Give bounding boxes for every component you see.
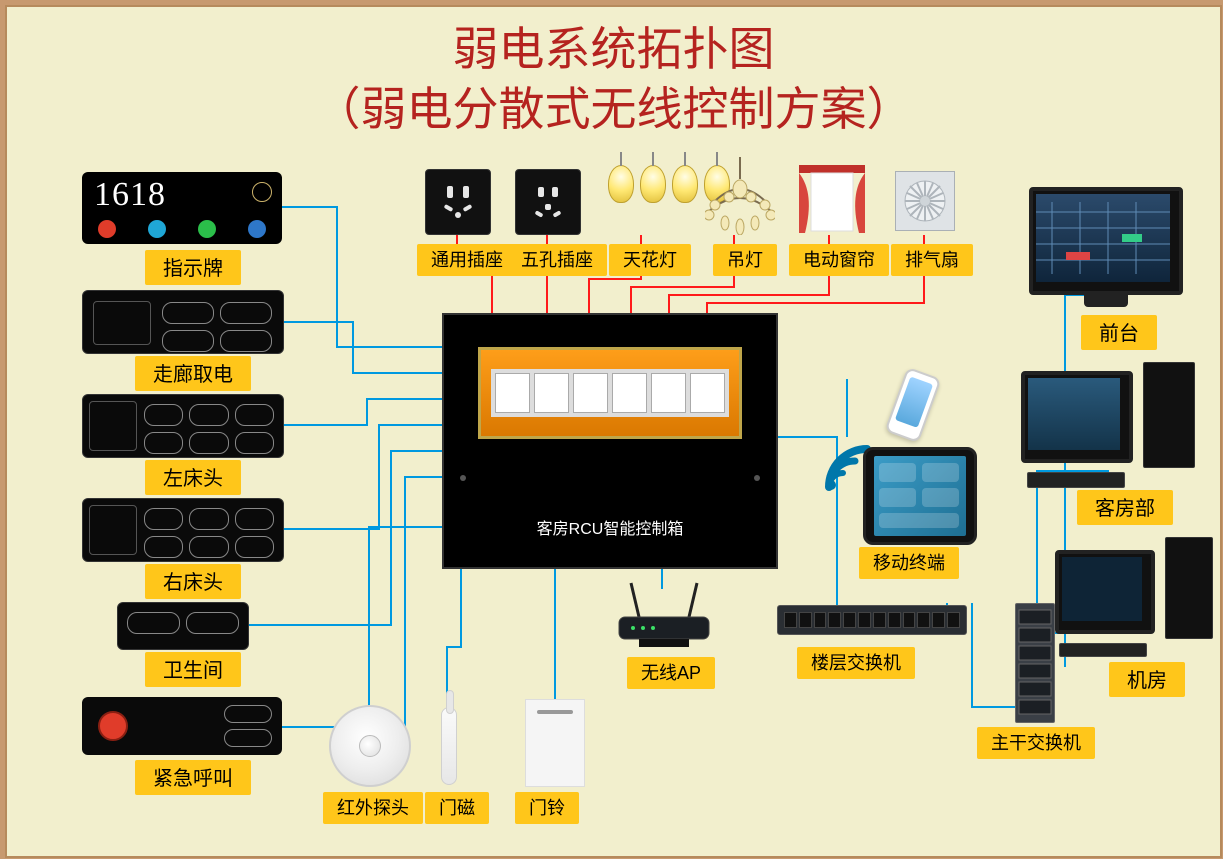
wireless-ap-icon — [609, 579, 719, 660]
label-bathroom: 卫生间 — [145, 652, 241, 687]
room-number: 1618 — [94, 176, 166, 214]
label-exhaust-fan: 排气扇 — [891, 244, 973, 276]
curtain-icon — [797, 163, 867, 242]
label-door-magnet: 门磁 — [425, 792, 489, 824]
corridor-power-icon — [82, 290, 284, 354]
trunk-switch-icon — [1015, 603, 1055, 723]
socket-5hole-icon — [515, 169, 581, 235]
rcu-box-icon: 客房RCU智能控制箱 — [442, 313, 778, 569]
sign-status-icons — [82, 220, 282, 238]
label-right-bed: 右床头 — [145, 564, 241, 599]
exhaust-fan-icon — [895, 171, 955, 231]
label-ir-sensor: 红外探头 — [323, 792, 423, 824]
server-room-icon — [1055, 537, 1213, 657]
diagram-canvas: 弱电系统拓扑图 （弱电分散式无线控制方案） — [5, 5, 1222, 858]
socket-universal-icon — [425, 169, 491, 235]
label-doorbell: 门铃 — [515, 792, 579, 824]
bathroom-icon — [117, 602, 249, 650]
front-desk-icon — [1029, 187, 1183, 307]
sign-panel-icon: 1618 — [82, 172, 282, 244]
smartphone-icon — [884, 367, 941, 443]
label-front-desk: 前台 — [1081, 315, 1157, 350]
label-sign-panel: 指示牌 — [145, 250, 241, 285]
label-curtain: 电动窗帘 — [789, 244, 889, 276]
label-ceiling-light: 天花灯 — [609, 244, 691, 276]
door-magnet-icon — [441, 707, 457, 785]
right-bed-icon — [82, 498, 284, 562]
chandelier-icon — [705, 157, 775, 235]
doorbell-icon — [525, 699, 585, 787]
title-line-1: 弱电系统拓扑图 — [7, 25, 1220, 76]
floor-switch-icon — [777, 605, 967, 635]
label-floor-switch: 楼层交换机 — [797, 647, 915, 679]
label-server-room: 机房 — [1109, 662, 1185, 697]
label-trunk-switch: 主干交换机 — [977, 727, 1095, 759]
label-wireless-ap: 无线AP — [627, 657, 715, 689]
left-bed-icon — [82, 394, 284, 458]
label-socket-universal: 通用插座 — [417, 244, 517, 276]
label-mobile: 移动终端 — [859, 547, 959, 579]
title-line-2: （弱电分散式无线控制方案） — [7, 85, 1220, 136]
emergency-icon — [82, 697, 282, 755]
label-housekeeping: 客房部 — [1077, 490, 1173, 525]
ir-sensor-icon — [329, 705, 411, 787]
label-emergency: 紧急呼叫 — [135, 760, 251, 795]
label-corridor-power: 走廊取电 — [135, 356, 251, 391]
emergency-button-icon — [98, 711, 128, 741]
label-socket-5hole: 五孔插座 — [507, 244, 607, 276]
label-chandelier: 吊灯 — [713, 244, 777, 276]
hotel-logo-icon — [252, 182, 272, 202]
housekeeping-icon — [1021, 362, 1195, 488]
tablet-icon — [863, 447, 977, 545]
rcu-label: 客房RCU智能控制箱 — [444, 515, 776, 539]
label-left-bed: 左床头 — [145, 460, 241, 495]
